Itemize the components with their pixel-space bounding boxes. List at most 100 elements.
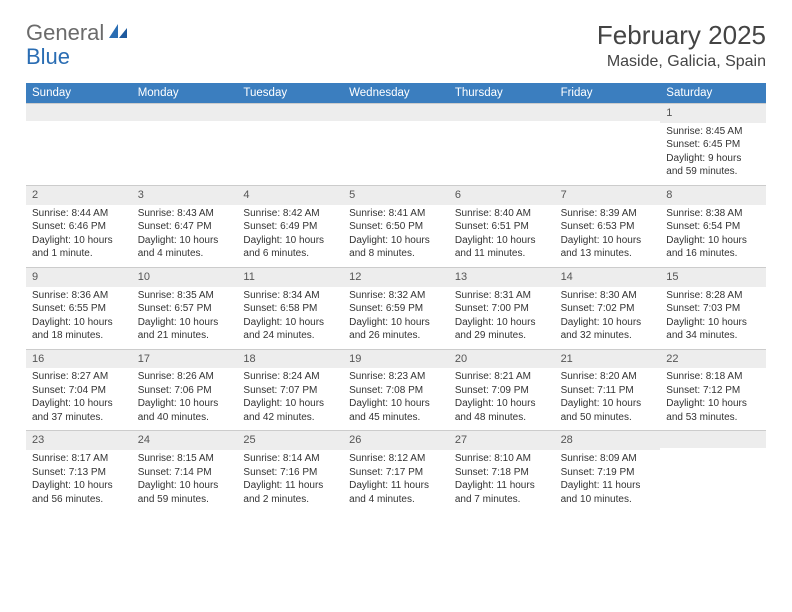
sunrise-text: Sunrise: 8:26 AM — [138, 370, 232, 384]
day-number — [237, 103, 343, 121]
sunset-text: Sunset: 6:54 PM — [666, 220, 760, 234]
day-body: Sunrise: 8:12 AMSunset: 7:17 PMDaylight:… — [343, 450, 449, 512]
daylight-text: Daylight: 10 hours and 24 minutes. — [243, 316, 337, 343]
day-body: Sunrise: 8:45 AMSunset: 6:45 PMDaylight:… — [660, 123, 766, 185]
day-number: 20 — [449, 349, 555, 369]
sunrise-text: Sunrise: 8:12 AM — [349, 452, 443, 466]
daylight-text: Daylight: 10 hours and 29 minutes. — [455, 316, 549, 343]
daylight-text: Daylight: 10 hours and 8 minutes. — [349, 234, 443, 261]
month-title: February 2025 — [597, 20, 766, 51]
week-row: 2Sunrise: 8:44 AMSunset: 6:46 PMDaylight… — [26, 185, 766, 267]
daylight-text: Daylight: 10 hours and 4 minutes. — [138, 234, 232, 261]
day-cell: 15Sunrise: 8:28 AMSunset: 7:03 PMDayligh… — [660, 267, 766, 349]
day-body — [343, 121, 449, 181]
sunrise-text: Sunrise: 8:32 AM — [349, 289, 443, 303]
day-number: 18 — [237, 349, 343, 369]
day-body: Sunrise: 8:23 AMSunset: 7:08 PMDaylight:… — [343, 368, 449, 430]
day-cell — [132, 103, 238, 185]
sunrise-text: Sunrise: 8:23 AM — [349, 370, 443, 384]
day-cell: 4Sunrise: 8:42 AMSunset: 6:49 PMDaylight… — [237, 185, 343, 267]
sunset-text: Sunset: 6:47 PM — [138, 220, 232, 234]
day-cell: 16Sunrise: 8:27 AMSunset: 7:04 PMDayligh… — [26, 349, 132, 431]
logo: General — [26, 20, 131, 46]
sunset-text: Sunset: 7:17 PM — [349, 466, 443, 480]
day-number: 4 — [237, 185, 343, 205]
day-cell — [237, 103, 343, 185]
sunset-text: Sunset: 7:14 PM — [138, 466, 232, 480]
day-number: 21 — [555, 349, 661, 369]
day-cell: 9Sunrise: 8:36 AMSunset: 6:55 PMDaylight… — [26, 267, 132, 349]
sunset-text: Sunset: 6:45 PM — [666, 138, 760, 152]
sunrise-text: Sunrise: 8:35 AM — [138, 289, 232, 303]
sunset-text: Sunset: 7:12 PM — [666, 384, 760, 398]
daylight-text: Daylight: 9 hours and 59 minutes. — [666, 152, 760, 179]
sunrise-text: Sunrise: 8:27 AM — [32, 370, 126, 384]
daylight-text: Daylight: 10 hours and 6 minutes. — [243, 234, 337, 261]
daylight-text: Daylight: 10 hours and 13 minutes. — [561, 234, 655, 261]
day-body: Sunrise: 8:34 AMSunset: 6:58 PMDaylight:… — [237, 287, 343, 349]
sunrise-text: Sunrise: 8:44 AM — [32, 207, 126, 221]
week-row: 16Sunrise: 8:27 AMSunset: 7:04 PMDayligh… — [26, 349, 766, 431]
daylight-text: Daylight: 11 hours and 7 minutes. — [455, 479, 549, 506]
day-cell: 7Sunrise: 8:39 AMSunset: 6:53 PMDaylight… — [555, 185, 661, 267]
day-number: 12 — [343, 267, 449, 287]
sunset-text: Sunset: 7:18 PM — [455, 466, 549, 480]
sunrise-text: Sunrise: 8:34 AM — [243, 289, 337, 303]
day-number: 23 — [26, 430, 132, 450]
sunrise-text: Sunrise: 8:28 AM — [666, 289, 760, 303]
day-body: Sunrise: 8:39 AMSunset: 6:53 PMDaylight:… — [555, 205, 661, 267]
day-cell: 22Sunrise: 8:18 AMSunset: 7:12 PMDayligh… — [660, 349, 766, 431]
sunset-text: Sunset: 7:02 PM — [561, 302, 655, 316]
day-cell: 18Sunrise: 8:24 AMSunset: 7:07 PMDayligh… — [237, 349, 343, 431]
sunrise-text: Sunrise: 8:31 AM — [455, 289, 549, 303]
daylight-text: Daylight: 10 hours and 11 minutes. — [455, 234, 549, 261]
day-cell: 26Sunrise: 8:12 AMSunset: 7:17 PMDayligh… — [343, 430, 449, 512]
day-body: Sunrise: 8:43 AMSunset: 6:47 PMDaylight:… — [132, 205, 238, 267]
day-cell: 12Sunrise: 8:32 AMSunset: 6:59 PMDayligh… — [343, 267, 449, 349]
daylight-text: Daylight: 10 hours and 32 minutes. — [561, 316, 655, 343]
sunrise-text: Sunrise: 8:20 AM — [561, 370, 655, 384]
daylight-text: Daylight: 10 hours and 40 minutes. — [138, 397, 232, 424]
day-body: Sunrise: 8:28 AMSunset: 7:03 PMDaylight:… — [660, 287, 766, 349]
day-cell: 17Sunrise: 8:26 AMSunset: 7:06 PMDayligh… — [132, 349, 238, 431]
day-number: 10 — [132, 267, 238, 287]
sunset-text: Sunset: 7:19 PM — [561, 466, 655, 480]
day-number: 3 — [132, 185, 238, 205]
sunset-text: Sunset: 6:50 PM — [349, 220, 443, 234]
day-cell: 20Sunrise: 8:21 AMSunset: 7:09 PMDayligh… — [449, 349, 555, 431]
sunrise-text: Sunrise: 8:15 AM — [138, 452, 232, 466]
day-body: Sunrise: 8:15 AMSunset: 7:14 PMDaylight:… — [132, 450, 238, 512]
day-cell: 10Sunrise: 8:35 AMSunset: 6:57 PMDayligh… — [132, 267, 238, 349]
sunset-text: Sunset: 7:06 PM — [138, 384, 232, 398]
day-number: 15 — [660, 267, 766, 287]
day-cell: 19Sunrise: 8:23 AMSunset: 7:08 PMDayligh… — [343, 349, 449, 431]
day-number: 14 — [555, 267, 661, 287]
calendar: Sunday Monday Tuesday Wednesday Thursday… — [26, 83, 766, 512]
day-body — [237, 121, 343, 181]
day-body — [26, 121, 132, 181]
sunset-text: Sunset: 7:03 PM — [666, 302, 760, 316]
day-body — [555, 121, 661, 181]
day-cell: 21Sunrise: 8:20 AMSunset: 7:11 PMDayligh… — [555, 349, 661, 431]
sunrise-text: Sunrise: 8:17 AM — [32, 452, 126, 466]
day-cell — [26, 103, 132, 185]
daylight-text: Daylight: 10 hours and 45 minutes. — [349, 397, 443, 424]
day-number: 11 — [237, 267, 343, 287]
weekday-sunday: Sunday — [26, 83, 132, 103]
day-cell — [555, 103, 661, 185]
logo-text-blue: Blue — [26, 44, 70, 70]
sunrise-text: Sunrise: 8:14 AM — [243, 452, 337, 466]
daylight-text: Daylight: 10 hours and 42 minutes. — [243, 397, 337, 424]
sunset-text: Sunset: 6:57 PM — [138, 302, 232, 316]
daylight-text: Daylight: 10 hours and 48 minutes. — [455, 397, 549, 424]
day-cell: 23Sunrise: 8:17 AMSunset: 7:13 PMDayligh… — [26, 430, 132, 512]
day-body: Sunrise: 8:44 AMSunset: 6:46 PMDaylight:… — [26, 205, 132, 267]
day-body: Sunrise: 8:41 AMSunset: 6:50 PMDaylight:… — [343, 205, 449, 267]
sunset-text: Sunset: 7:00 PM — [455, 302, 549, 316]
sunset-text: Sunset: 6:58 PM — [243, 302, 337, 316]
day-body: Sunrise: 8:40 AMSunset: 6:51 PMDaylight:… — [449, 205, 555, 267]
day-body: Sunrise: 8:32 AMSunset: 6:59 PMDaylight:… — [343, 287, 449, 349]
day-cell: 5Sunrise: 8:41 AMSunset: 6:50 PMDaylight… — [343, 185, 449, 267]
week-row: 9Sunrise: 8:36 AMSunset: 6:55 PMDaylight… — [26, 267, 766, 349]
daylight-text: Daylight: 10 hours and 50 minutes. — [561, 397, 655, 424]
